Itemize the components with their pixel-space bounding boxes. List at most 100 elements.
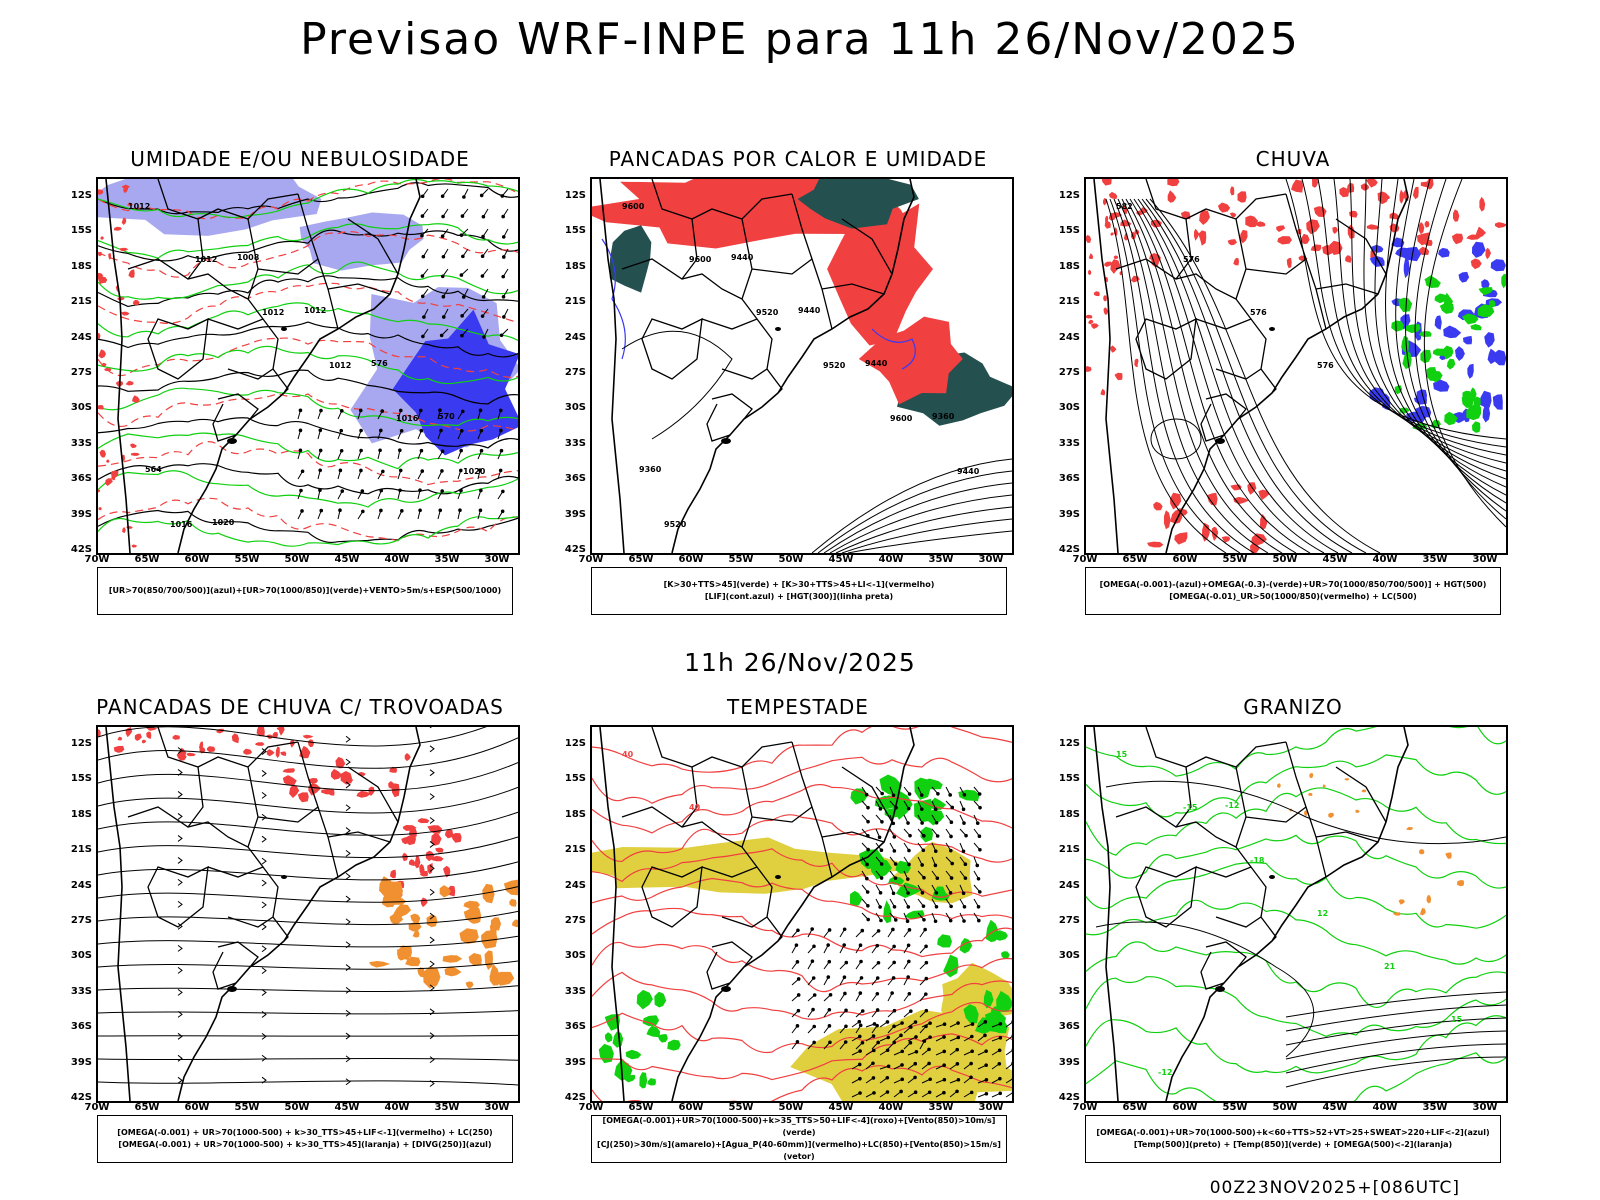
- lat-tick-label: 15S: [70, 225, 92, 237]
- lat-tick-label: 39S: [1058, 1056, 1080, 1068]
- lon-tick-label: 55W: [1222, 554, 1248, 565]
- contour-label: 9600: [622, 202, 645, 211]
- lon-tick-label: 55W: [234, 554, 260, 565]
- contour-label: 1020: [463, 467, 486, 476]
- lon-tick-label: 40W: [878, 1102, 904, 1113]
- lat-tick-label: 39S: [564, 1056, 586, 1068]
- lon-tick-label: 60W: [678, 554, 704, 565]
- contour-label: 15: [1451, 1015, 1463, 1024]
- lat-tick-label: 21S: [70, 844, 92, 856]
- contour-label: 582: [1116, 202, 1133, 211]
- lat-tick-label: 33S: [1058, 437, 1080, 449]
- contour-label: 9360: [932, 412, 955, 421]
- lon-tick-label: 65W: [628, 554, 654, 565]
- lat-tick-label: 21S: [1058, 844, 1080, 856]
- lon-tick-label: 45W: [1322, 554, 1348, 565]
- lat-tick-label: 21S: [1058, 296, 1080, 308]
- lat-tick-label: 15S: [1058, 773, 1080, 785]
- map-heat-showers[interactable]: 9600 9600 9520 9520 9600 9440 9520 9440 9440 9440…: [590, 177, 1014, 555]
- legend-line: [LIF](cont.azul) + [HGT(300)](linha pret…: [704, 592, 894, 601]
- lat-tick-label: 33S: [564, 437, 586, 449]
- lat-tick-label: 42S: [1058, 544, 1080, 555]
- lon-tick-label: 65W: [1122, 1102, 1148, 1113]
- lat-tick-label: 12S: [70, 190, 92, 201]
- lat-tick-label: 39S: [564, 508, 586, 520]
- lat-tick-label: 12S: [564, 190, 586, 201]
- lon-tick-label: 35W: [434, 1102, 460, 1113]
- lat-tick-label: 27S: [70, 367, 92, 378]
- lon-tick-label: 60W: [1172, 554, 1198, 565]
- map-canvas: 40 40: [592, 727, 1012, 1101]
- contour-label: 15: [1116, 750, 1128, 759]
- lon-tick-label: 50W: [284, 554, 310, 565]
- lon-tick-label: 55W: [234, 1102, 260, 1113]
- lat-tick-label: 30S: [564, 950, 586, 962]
- contour-label: -15: [1183, 803, 1198, 812]
- map-humidity[interactable]: 1012 1012 1012 1012 1016 1020 1016 1008 1012 576 5…: [96, 177, 520, 555]
- contour-label: 9440: [731, 253, 754, 262]
- contour-label: 1012: [262, 308, 284, 317]
- lat-tick-label: 42S: [564, 1092, 586, 1103]
- legend-line: [CJ(250)>30m/s](amarelo)+[Agua_P(40-60mm…: [597, 1140, 1001, 1161]
- contour-label: 9520: [823, 361, 846, 370]
- lon-tick-label: 70W: [1072, 1102, 1098, 1113]
- map-rain[interactable]: 582 576 576 576: [1084, 177, 1508, 555]
- map-hail[interactable]: 15 -15 -18 12 21 15 -12 -12: [1084, 725, 1508, 1103]
- legend-line: [OMEGA(-0.001) + UR>70(1000-500) + k>30_…: [117, 1128, 493, 1137]
- lat-tick-label: 30S: [564, 402, 586, 414]
- map-canvas: [98, 727, 518, 1101]
- lon-tick-label: 65W: [628, 1102, 654, 1113]
- lon-tick-label: 60W: [678, 1102, 704, 1113]
- lon-tick-label: 70W: [578, 1102, 604, 1113]
- panel-title-storm: TEMPESTADE: [727, 695, 869, 719]
- lat-tick-label: 27S: [70, 915, 92, 926]
- lon-tick-label: 35W: [928, 554, 954, 565]
- lat-tick-label: 24S: [564, 331, 586, 343]
- lon-tick-label: 40W: [384, 554, 410, 565]
- contour-label: 9520: [756, 308, 779, 317]
- legend-line: [OMEGA(-0.001)+UR>70(1000-500)+k<60+TTS>…: [1096, 1128, 1490, 1137]
- lat-tick-label: 36S: [1058, 1021, 1080, 1033]
- lon-tick-label: 45W: [828, 1102, 854, 1113]
- lat-tick-label: 36S: [564, 1021, 586, 1033]
- contour-label: 1016: [170, 520, 193, 529]
- contour-label: 1012: [195, 255, 217, 264]
- map-storm[interactable]: 40 40: [590, 725, 1014, 1103]
- lat-tick-label: 12S: [1058, 738, 1080, 749]
- contour-label: 40: [689, 803, 701, 812]
- lon-tick-label: 40W: [1372, 1102, 1398, 1113]
- lon-tick-label: 50W: [778, 1102, 804, 1113]
- lat-tick-label: 42S: [70, 544, 92, 555]
- lat-tick-label: 33S: [1058, 985, 1080, 997]
- map-thunderstorm-showers[interactable]: [96, 725, 520, 1103]
- panel-title-hail: GRANIZO: [1243, 695, 1343, 719]
- contour-label: 1008: [237, 253, 260, 262]
- legend-heat-showers: [K>30+TTS>45](verde) + [K>30+TTS>45+LI<-…: [591, 567, 1007, 615]
- lat-tick-label: 24S: [70, 331, 92, 343]
- contour-label: 1020: [212, 518, 235, 527]
- lon-tick-label: 65W: [134, 554, 160, 565]
- lon-tick-label: 45W: [334, 1102, 360, 1113]
- legend-thunderstorm-showers: [OMEGA(-0.001) + UR>70(1000-500) + k>30_…: [97, 1115, 513, 1163]
- lat-tick-label: 42S: [564, 544, 586, 555]
- lat-tick-label: 36S: [70, 473, 92, 485]
- lon-tick-label: 35W: [928, 1102, 954, 1113]
- lat-tick-label: 27S: [1058, 367, 1080, 378]
- contour-label: 9360: [639, 465, 662, 474]
- legend-line: [OMEGA(-0.01)_UR>50(1000/850)(vermelho) …: [1169, 592, 1417, 601]
- contour-label: 1016: [396, 414, 419, 423]
- contour-label: 21: [1384, 962, 1396, 971]
- lon-tick-label: 30W: [1472, 554, 1498, 565]
- lon-tick-label: 45W: [334, 554, 360, 565]
- contour-label: 9440: [957, 467, 980, 476]
- lat-tick-label: 42S: [1058, 1092, 1080, 1103]
- lat-tick-label: 39S: [70, 1056, 92, 1068]
- lon-tick-label: 65W: [134, 1102, 160, 1113]
- lon-tick-label: 50W: [1272, 554, 1298, 565]
- contour-label: 576: [1250, 308, 1267, 317]
- panel-title-rain: CHUVA: [1255, 147, 1331, 171]
- lon-tick-label: 50W: [284, 1102, 310, 1113]
- lat-tick-label: 33S: [70, 437, 92, 449]
- lat-tick-label: 42S: [70, 1092, 92, 1103]
- lat-tick-label: 30S: [70, 402, 92, 414]
